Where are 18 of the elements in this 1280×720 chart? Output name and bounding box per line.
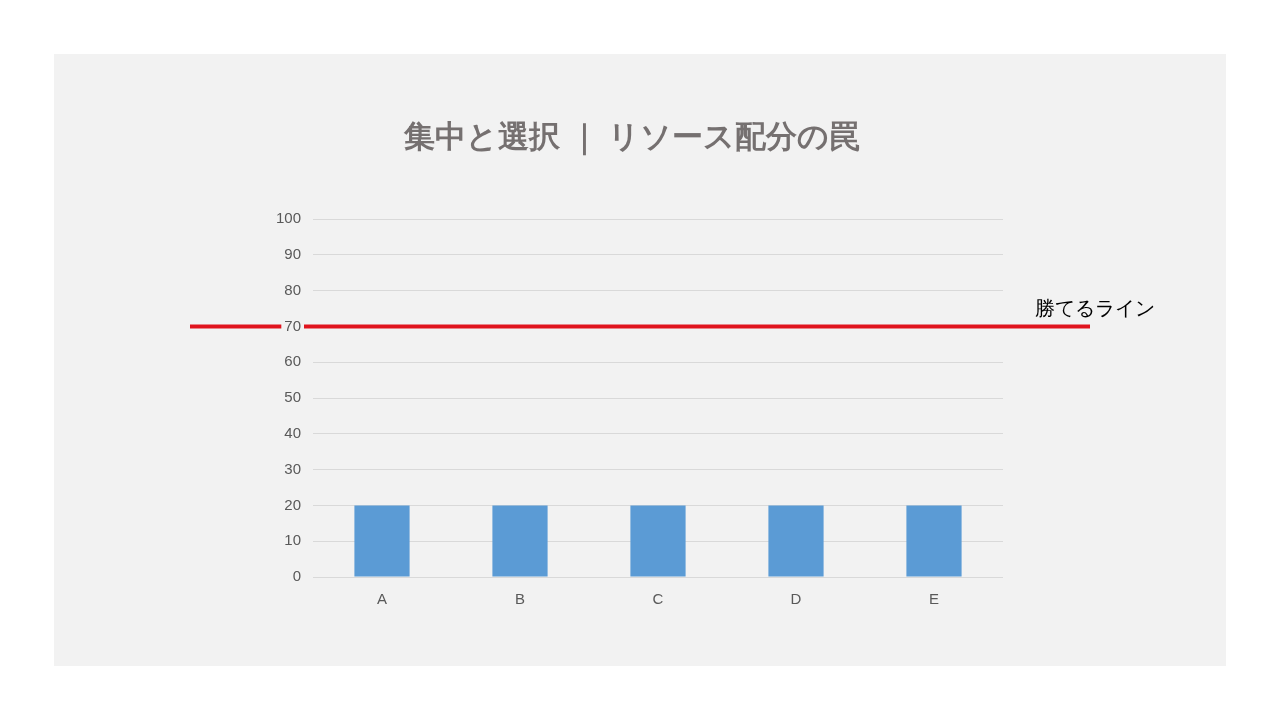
chart-title: 集中と選択 ｜ リソース配分の罠 xyxy=(403,119,860,157)
y-tick-label: 40 xyxy=(284,424,301,442)
x-tick-label: C xyxy=(652,590,664,608)
y-tick-label: 70 xyxy=(284,316,301,334)
ref-line-label: 勝てるライン xyxy=(1035,296,1155,319)
y-tick-label: 60 xyxy=(284,352,301,370)
y-tick-label: 0 xyxy=(292,567,301,585)
y-tick-label: 30 xyxy=(284,459,301,477)
y-tick-label: 90 xyxy=(284,245,301,263)
x-tick-label: E xyxy=(928,590,940,608)
x-tick-label: B xyxy=(514,590,526,608)
y-tick-label: 100 xyxy=(275,209,301,227)
y-tick-label: 50 xyxy=(284,388,301,406)
y-tick-label: 10 xyxy=(284,531,301,549)
x-tick-label: D xyxy=(790,590,802,608)
x-tick-label: A xyxy=(376,590,388,608)
y-tick-label: 20 xyxy=(284,495,301,513)
y-tick-label: 80 xyxy=(284,280,301,298)
